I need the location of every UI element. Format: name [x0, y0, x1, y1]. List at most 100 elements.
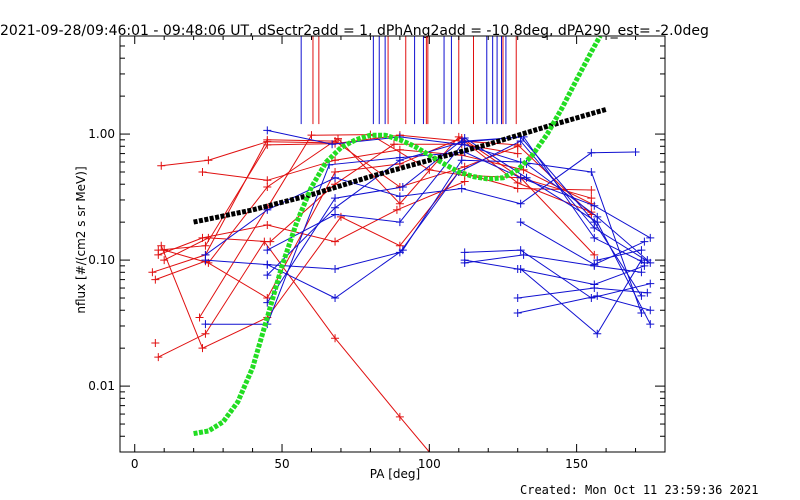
red-point-5-5 — [454, 132, 463, 141]
red-series-line-4 — [161, 141, 341, 167]
blue-point-16-5 — [590, 223, 599, 232]
blue-point-22-3 — [637, 268, 646, 277]
red-point-4-1 — [204, 156, 213, 165]
blue-point-26-0 — [516, 218, 525, 227]
y-tick-label-2: 1.00 — [88, 127, 115, 141]
red-point-3-0 — [154, 250, 163, 259]
red-point-2-0 — [151, 275, 160, 284]
red-point-9-0 — [157, 241, 166, 250]
axis-ticks: 0 50 100 150 0.01 0.10 1.00 — [88, 35, 665, 471]
blue-point-22-0 — [460, 258, 469, 267]
x-tick-label-3: 150 — [565, 457, 588, 471]
y-tick-label-0: 0.01 — [88, 379, 115, 393]
blue-point-18-2 — [331, 294, 340, 303]
x-tick-label-2: 100 — [418, 457, 441, 471]
red-point-9-7 — [587, 185, 596, 194]
blue-series-line-22 — [464, 254, 642, 273]
red-point-11-1 — [263, 176, 272, 185]
red-series-line-3 — [158, 181, 465, 256]
blue-series-line-19 — [205, 151, 636, 256]
y-axis-label: nflux [#/(cm2 s sr MeV)] — [74, 166, 88, 313]
blue-point-14-2 — [395, 156, 404, 165]
blue-point-18-3 — [398, 246, 407, 255]
blue-point-15-4 — [522, 173, 531, 182]
red-point-6-4 — [395, 412, 404, 421]
blue-point-17-5 — [590, 233, 599, 242]
blue-point-27-1 — [637, 246, 646, 255]
red-point-6-0 — [154, 353, 163, 362]
x-tick-label-1: 50 — [274, 457, 289, 471]
red-point-3-4 — [392, 205, 401, 214]
blue-point-24-0 — [513, 309, 522, 318]
blue-point-22-1 — [519, 250, 528, 259]
blue-point-23-0 — [513, 294, 522, 303]
red-point-9-6 — [513, 184, 522, 193]
blue-point-24-2 — [646, 306, 655, 315]
red-point-9-3 — [336, 212, 345, 221]
blue-series-line-27 — [597, 249, 642, 261]
blue-point-25-2 — [637, 256, 646, 265]
blue-point-18-6 — [587, 168, 596, 176]
blue-point-21-3 — [640, 261, 649, 270]
red-point-5-3 — [334, 134, 342, 143]
red-point-4-0 — [157, 161, 166, 170]
red-point-10-2 — [266, 237, 275, 246]
red-series-line-1 — [158, 134, 592, 251]
red-point-8-7 — [590, 250, 599, 259]
blue-point-14-6 — [637, 291, 646, 300]
blue-point-15-6 — [646, 320, 655, 329]
blue-point-20-1 — [516, 246, 525, 255]
red-point-8-4 — [425, 165, 434, 174]
x-tick-label-0: 0 — [131, 457, 139, 471]
blue-point-16-1 — [331, 264, 340, 273]
blue-series-line-21 — [464, 259, 645, 286]
blue-point-26-2 — [640, 237, 649, 246]
blue-point-17-0 — [263, 246, 272, 255]
red-point-3-3 — [331, 237, 340, 246]
blue-point-17-3 — [460, 137, 469, 146]
blue-point-18-7 — [637, 309, 646, 318]
blue-point-19-2 — [331, 173, 340, 182]
blue-point-19-6 — [587, 148, 596, 157]
red-point-3-2 — [263, 220, 272, 229]
blue-point-23-2 — [643, 288, 652, 297]
red-point-10-1 — [204, 233, 213, 242]
created-timestamp: Created: Mon Oct 11 23:59:36 2021 — [520, 483, 758, 497]
blue-point-17-2 — [395, 218, 404, 227]
blue-point-14-1 — [331, 203, 340, 212]
blue-point-15-1 — [331, 194, 340, 203]
blue-point-12-7 — [646, 233, 655, 242]
blue-point-19-3 — [395, 192, 404, 201]
blue-point-12-0 — [201, 320, 210, 329]
blue-point-27-0 — [593, 256, 602, 265]
red-point-5-2 — [263, 183, 272, 192]
y-tick-label-1: 0.10 — [88, 253, 115, 267]
red-point-10-4 — [389, 140, 398, 149]
blue-point-20-0 — [460, 248, 469, 257]
red-point-5-4 — [395, 199, 404, 208]
red-point-6-1 — [201, 329, 210, 338]
red-series-line-10 — [163, 143, 518, 261]
blue-point-12-6 — [590, 201, 599, 210]
blue-point-15-2 — [398, 183, 407, 192]
blue-point-23-1 — [590, 284, 599, 293]
blue-point-19-4 — [457, 184, 466, 193]
blue-point-19-5 — [516, 199, 525, 208]
red-point-8-0 — [195, 313, 204, 322]
blue-series-line-25 — [520, 259, 642, 335]
blue-point-25-0 — [516, 264, 525, 273]
red-point-9-1 — [198, 344, 207, 353]
red-point-0-0 — [148, 268, 157, 277]
blue-series-line-26 — [520, 221, 645, 266]
red-point-10-6 — [513, 149, 522, 158]
blue-point-19-7 — [631, 148, 640, 157]
red-point-4-2 — [263, 137, 272, 146]
red-series-line-9 — [160, 171, 592, 349]
red-point-9-4 — [395, 241, 404, 250]
blue-point-18-4 — [457, 156, 466, 165]
chart-title: 2021-09-28/09:46:01 - 09:48:06 UT, dSect… — [0, 23, 709, 39]
green-fit-curve-1 — [193, 36, 603, 437]
blue-point-15-5 — [593, 218, 602, 227]
blue-point-14-0 — [263, 271, 272, 280]
